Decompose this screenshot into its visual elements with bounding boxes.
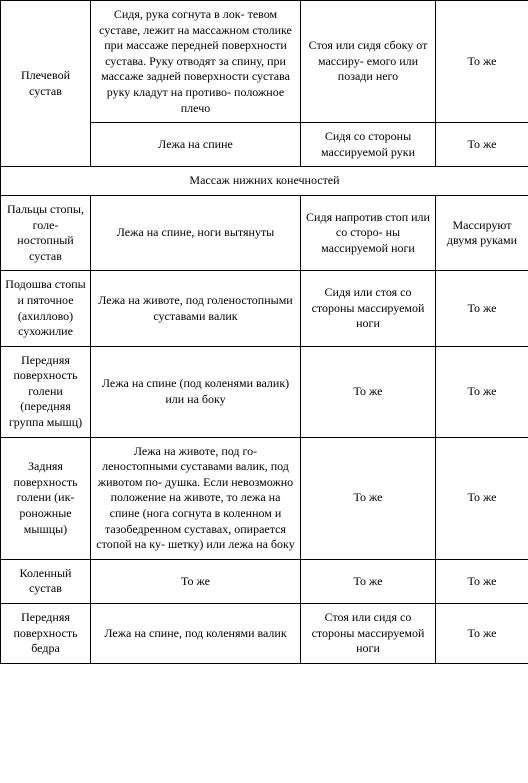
table-cell: Сидя напротив стоп или со сторо- ны масс… bbox=[301, 195, 436, 270]
table-cell: Плечевой сустав bbox=[1, 1, 91, 167]
table-cell: Сидя или стоя со стороны массируемой ног… bbox=[301, 271, 436, 346]
table-cell: То же bbox=[436, 437, 528, 559]
table-cell: Массаж нижних конечностей bbox=[1, 167, 528, 196]
table-row: Плечевой суставСидя, рука согнута в лок-… bbox=[1, 1, 528, 123]
table-row: Задняя поверхность голени (ик- роножные … bbox=[1, 437, 528, 559]
table-cell: Лежа на спине (под коленями валик) или н… bbox=[91, 346, 301, 437]
table-row: Коленный суставТо жеТо жеТо же bbox=[1, 559, 528, 603]
table-cell: Передняя поверхность голени (передняя гр… bbox=[1, 346, 91, 437]
table-cell: То же bbox=[91, 559, 301, 603]
table-cell: Лежа на спине bbox=[91, 123, 301, 167]
table-row: Подошва стопы и пяточное (ахиллово) сухо… bbox=[1, 271, 528, 346]
table-cell: То же bbox=[301, 559, 436, 603]
table-cell: То же bbox=[301, 437, 436, 559]
table-row: Передняя поверхность голени (передняя гр… bbox=[1, 346, 528, 437]
table-cell: То же bbox=[436, 1, 528, 123]
table-cell: То же bbox=[301, 346, 436, 437]
table-row: Передняя поверхность бедраЛежа на спине,… bbox=[1, 604, 528, 664]
table-row: Массаж нижних конечностей bbox=[1, 167, 528, 196]
table-cell: Сидя, рука согнута в лок- тевом суставе,… bbox=[91, 1, 301, 123]
table-cell: Сидя со стороны массируемой руки bbox=[301, 123, 436, 167]
massage-table: Плечевой суставСидя, рука согнута в лок-… bbox=[0, 0, 528, 664]
table-cell: Передняя поверхность бедра bbox=[1, 604, 91, 664]
table-cell: Массируют двумя руками bbox=[436, 195, 528, 270]
table-row: Пальцы стопы, голе- ностопный суставЛежа… bbox=[1, 195, 528, 270]
table-cell: Лежа на животе, под го- леностопными сус… bbox=[91, 437, 301, 559]
table-cell: То же bbox=[436, 271, 528, 346]
table-cell: Лежа на животе, под голеностопными суста… bbox=[91, 271, 301, 346]
table-cell: То же bbox=[436, 123, 528, 167]
table-cell: То же bbox=[436, 346, 528, 437]
table-cell: Подошва стопы и пяточное (ахиллово) сухо… bbox=[1, 271, 91, 346]
table-cell: Лежа на спине, ноги вытянуты bbox=[91, 195, 301, 270]
table-cell: Коленный сустав bbox=[1, 559, 91, 603]
table-cell: Стоя или сидя со стороны массируемой ног… bbox=[301, 604, 436, 664]
table-cell: То же bbox=[436, 559, 528, 603]
table-cell: Задняя поверхность голени (ик- роножные … bbox=[1, 437, 91, 559]
table-body: Плечевой суставСидя, рука согнута в лок-… bbox=[1, 1, 528, 664]
table-cell: Стоя или сидя сбоку от массиру- емого ил… bbox=[301, 1, 436, 123]
table-cell: Пальцы стопы, голе- ностопный сустав bbox=[1, 195, 91, 270]
table-cell: То же bbox=[436, 604, 528, 664]
table-cell: Лежа на спине, под коленями валик bbox=[91, 604, 301, 664]
